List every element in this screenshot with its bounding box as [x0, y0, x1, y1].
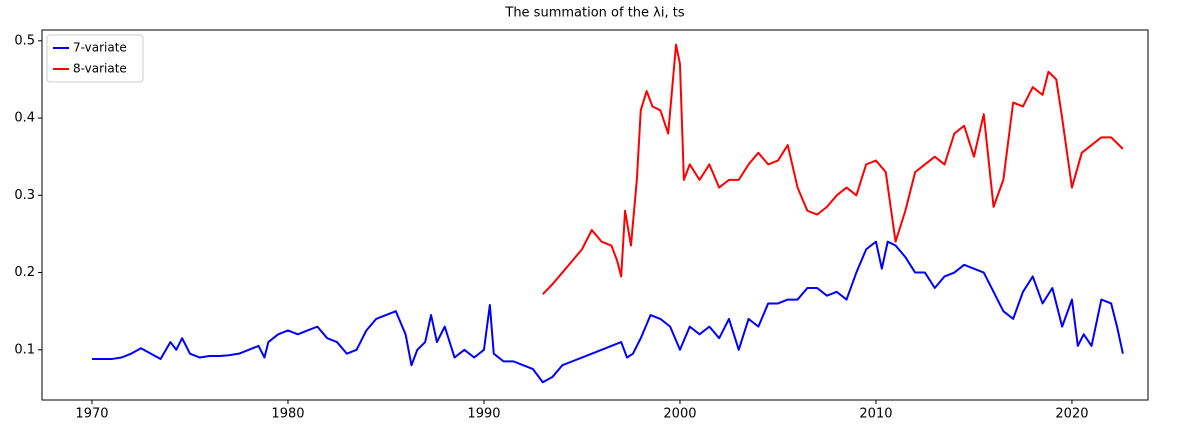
x-tick-label: 2010: [859, 407, 892, 422]
plot-area: [41, 29, 1149, 401]
legend-box: [46, 34, 144, 83]
x-tick-label: 2020: [1055, 407, 1088, 422]
series-line: [91, 240, 1124, 384]
x-tick-label: 1970: [75, 407, 108, 422]
legend: 7-variate 8-variate: [46, 34, 144, 83]
y-tick-label: 0.4: [14, 111, 35, 126]
y-tick-label: 0.5: [14, 33, 35, 48]
legend-label: 7-variate: [73, 41, 127, 55]
x-tick-label: 1980: [271, 407, 304, 422]
series-line: [542, 43, 1124, 295]
y-tick-label: 0.2: [14, 265, 35, 280]
y-tick-label: 0.1: [14, 342, 35, 357]
chart-title: The summation of the λi, ts: [504, 6, 684, 21]
y-tick-label: 0.3: [14, 188, 35, 203]
legend-label: 8-variate: [73, 62, 127, 76]
x-tick-label: 1990: [467, 407, 500, 422]
x-tick-label: 2000: [663, 407, 696, 422]
